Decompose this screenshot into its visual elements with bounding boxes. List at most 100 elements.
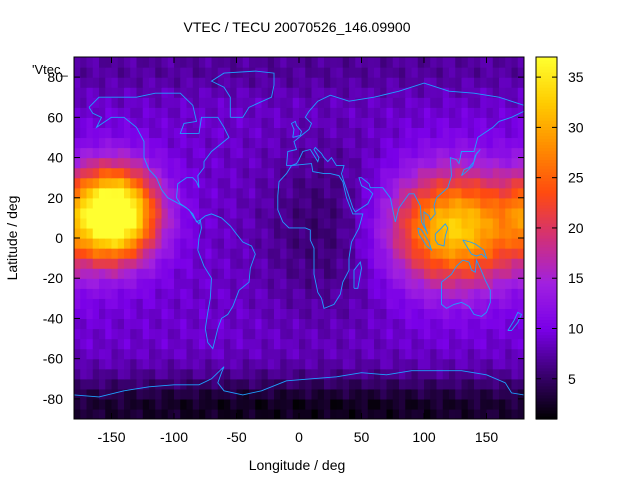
heatmap-cell: [399, 248, 406, 259]
heatmap-cell: [424, 298, 431, 309]
heatmap-cell: [399, 298, 406, 309]
heatmap-cell: [442, 368, 450, 380]
heatmap-cell: [255, 227, 263, 239]
heatmap-cell: [130, 87, 138, 98]
heatmap-cell: [330, 248, 338, 259]
heatmap-cell: [430, 278, 438, 289]
heatmap-cell: [436, 197, 444, 209]
heatmap-cell: [517, 157, 524, 169]
heatmap-cell: [255, 157, 263, 169]
heatmap-cell: [149, 398, 156, 410]
heatmap-cell: [349, 268, 356, 279]
heatmap-cell: [411, 87, 419, 98]
heatmap-cell: [149, 308, 156, 320]
heatmap-cell: [124, 288, 131, 299]
heatmap-cell: [211, 197, 219, 209]
heatmap-cell: [474, 197, 481, 209]
heatmap-cell: [417, 147, 425, 159]
heatmap-cell: [111, 207, 119, 219]
heatmap-cell: [417, 227, 425, 239]
heatmap-cell: [436, 278, 444, 289]
heatmap-cell: [361, 368, 369, 380]
heatmap-cell: [236, 378, 244, 390]
heatmap-cell: [505, 258, 513, 269]
heatmap-cell: [467, 207, 475, 219]
heatmap-cell: [361, 238, 369, 249]
heatmap-cell: [205, 318, 213, 330]
heatmap-cell: [161, 248, 169, 259]
heatmap-cell: [292, 368, 300, 380]
heatmap-cell: [405, 368, 413, 380]
heatmap-cell: [142, 217, 150, 229]
colorbar-tick-label: 10: [568, 321, 584, 337]
heatmap-cell: [142, 197, 150, 209]
heatmap-cell: [511, 57, 519, 68]
heatmap-cell: [286, 127, 294, 139]
heatmap-cell: [349, 167, 356, 179]
heatmap-cell: [436, 97, 444, 108]
heatmap-cell: [149, 348, 156, 360]
heatmap-cell: [424, 67, 431, 78]
heatmap-cell: [492, 137, 500, 149]
heatmap-cell: [511, 308, 519, 320]
heatmap-cell: [455, 298, 463, 309]
heatmap-cell: [249, 107, 256, 118]
heatmap-cell: [342, 157, 350, 169]
heatmap-cell: [74, 177, 81, 189]
heatmap-cell: [336, 288, 344, 299]
heatmap-cell: [174, 217, 181, 229]
heatmap-cell: [486, 258, 494, 269]
heatmap-cell: [86, 117, 94, 128]
heatmap-cell: [467, 117, 475, 128]
heatmap-cell: [186, 248, 194, 259]
heatmap-cell: [492, 318, 500, 330]
heatmap-cell: [461, 147, 469, 159]
heatmap-cell: [486, 107, 494, 118]
colorbar-segment: [536, 87, 557, 91]
heatmap-cell: [242, 57, 250, 68]
heatmap-cell: [274, 87, 281, 98]
heatmap-cell: [355, 248, 363, 259]
heatmap-cell: [292, 97, 300, 108]
heatmap-cell: [424, 278, 431, 289]
heatmap-cell: [367, 167, 375, 179]
heatmap-cell: [330, 197, 338, 209]
heatmap-cell: [74, 217, 81, 229]
heatmap-cell: [211, 227, 219, 239]
heatmap-cell: [461, 308, 469, 320]
heatmap-cell: [267, 288, 275, 299]
heatmap-cell: [455, 187, 463, 199]
heatmap-cell: [411, 137, 419, 149]
heatmap-cell: [105, 177, 113, 189]
colorbar-segment: [536, 358, 557, 363]
heatmap-cell: [492, 87, 500, 98]
heatmap-cell: [124, 308, 131, 320]
heatmap-cell: [386, 177, 394, 189]
heatmap-cell: [492, 398, 500, 410]
heatmap-cell: [286, 388, 294, 400]
heatmap-cell: [192, 408, 200, 419]
heatmap-cell: [292, 308, 300, 320]
heatmap-cell: [136, 77, 144, 88]
heatmap-cell: [374, 127, 381, 139]
heatmap-cell: [124, 248, 131, 259]
heatmap-cell: [467, 177, 475, 189]
heatmap-cell: [167, 308, 175, 320]
heatmap-cell: [505, 97, 513, 108]
heatmap-cell: [211, 147, 219, 159]
heatmap-cell: [92, 378, 100, 390]
heatmap-cell: [405, 107, 413, 118]
heatmap-cell: [111, 127, 119, 139]
heatmap-cell: [367, 147, 375, 159]
y-tick-label: 20: [47, 190, 63, 206]
heatmap-cell: [324, 318, 331, 330]
heatmap-cell: [486, 268, 494, 279]
heatmap-cell: [461, 107, 469, 118]
heatmap-cell: [224, 258, 231, 269]
heatmap-cell: [117, 388, 125, 400]
heatmap-cell: [105, 227, 113, 239]
heatmap-cell: [199, 87, 206, 98]
heatmap-cell: [286, 117, 294, 128]
heatmap-cell: [167, 117, 175, 128]
heatmap-cell: [230, 147, 238, 159]
